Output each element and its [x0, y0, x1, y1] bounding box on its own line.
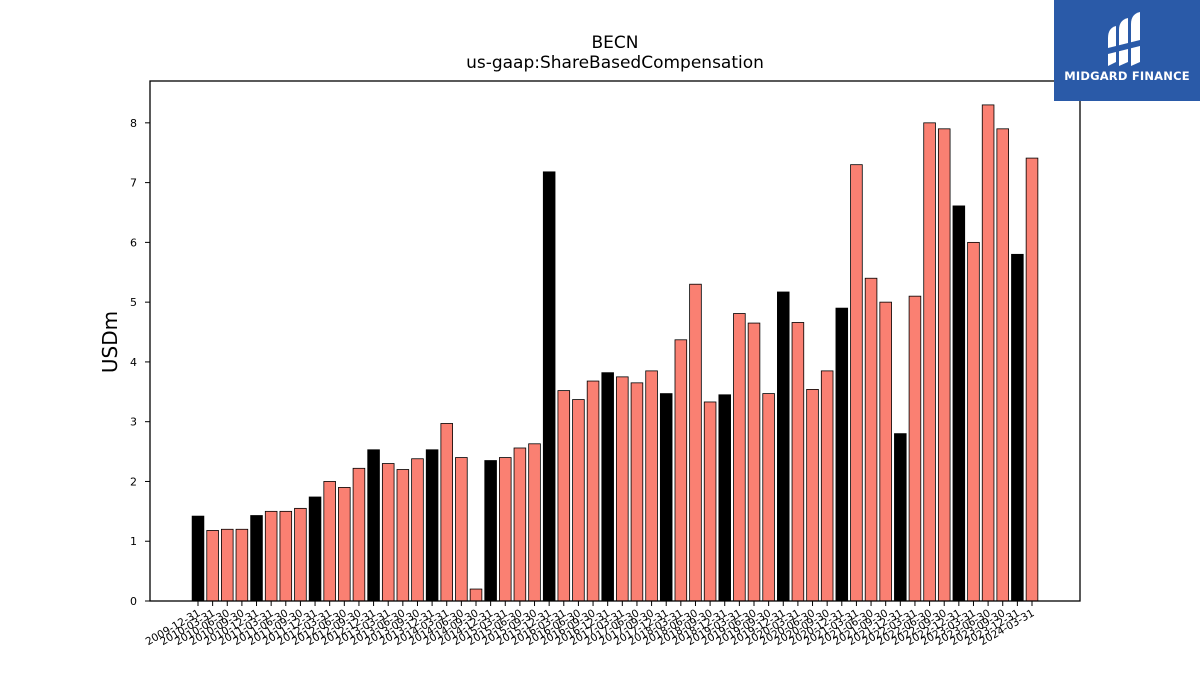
bar-2014-06-30: [455, 457, 468, 602]
bar-2020-03-31: [791, 322, 805, 602]
bar-2019-09-30: [762, 393, 775, 602]
bar-2010-09-30: [235, 528, 249, 602]
y-tick-label: 4: [130, 356, 137, 369]
bar-2022-03-31: [908, 295, 922, 602]
bar-2021-03-31: [850, 164, 863, 602]
bar-2019-12-31: [777, 291, 790, 602]
bar-2018-03-31: [674, 339, 688, 602]
chart-subtitle: us-gaap:ShareBasedCompensation: [466, 53, 764, 73]
bar-2015-03-31: [499, 457, 512, 602]
plot-frame: [149, 80, 1081, 602]
logo-text: MIDGARD FINANCE: [1064, 69, 1190, 83]
y-tick-label: 2: [130, 475, 137, 488]
bar-2021-12-31: [894, 433, 907, 602]
bar-2017-12-31: [659, 393, 673, 602]
x-axis-ticks: 2009-12-312010-03-312010-06-302010-09-30…: [144, 601, 1037, 648]
bar-2022-12-31: [952, 205, 966, 602]
bar-2014-12-31: [484, 460, 497, 602]
bar-2018-12-31: [718, 394, 731, 602]
bar-2014-03-31: [440, 423, 453, 602]
bar-2016-06-30: [572, 399, 585, 602]
bar-2009-12-31: [191, 515, 205, 602]
y-axis-ticks: 0 1 2 3 4 5 6 7 8: [130, 117, 150, 608]
bar-2012-06-30: [338, 487, 351, 602]
y-tick-label: 5: [130, 296, 137, 309]
bar-2013-09-30: [411, 458, 424, 602]
bar-2010-12-31: [250, 515, 263, 602]
bar-2019-03-31: [733, 313, 746, 602]
bar-2021-06-30: [864, 277, 878, 602]
bars-layer: [191, 104, 1039, 602]
bar-2020-09-30: [820, 370, 834, 602]
midgard-logo-icon: [1108, 12, 1140, 66]
brand-logo: MIDGARD FINANCE: [1054, 0, 1200, 101]
bar-2023-09-30: [996, 128, 1009, 602]
bar-2013-12-31: [425, 449, 439, 602]
chart-title: BECN: [592, 33, 639, 53]
y-tick-label: 0: [130, 595, 137, 608]
bar-2018-06-30: [689, 283, 702, 602]
bar-2019-06-30: [747, 322, 761, 602]
y-tick-label: 7: [130, 177, 137, 190]
bar-2013-06-30: [396, 469, 410, 602]
bar-2011-06-30: [279, 510, 293, 602]
bar-2016-03-31: [557, 390, 571, 602]
bar-2017-03-31: [616, 376, 629, 602]
bar-2023-03-31: [967, 241, 980, 602]
bar-2023-12-31: [1011, 253, 1024, 602]
bar-2013-03-31: [381, 463, 395, 602]
bar-2023-06-30: [981, 104, 995, 602]
bar-2021-09-30: [879, 301, 892, 602]
bar-2017-09-30: [645, 370, 658, 602]
y-tick-label: 3: [130, 416, 137, 429]
bar-2014-09-30: [469, 588, 483, 602]
bar-2020-12-31: [835, 307, 849, 602]
bar-2018-09-30: [703, 401, 717, 602]
bar-2020-06-30: [806, 389, 819, 602]
bar-2022-06-30: [923, 122, 936, 602]
bar-2011-12-31: [308, 496, 322, 602]
bar-2010-06-30: [221, 528, 234, 602]
bar-2015-09-30: [528, 443, 541, 602]
bar-2016-09-30: [586, 380, 600, 602]
bar-2011-09-30: [294, 507, 307, 602]
bar-2015-06-30: [513, 447, 527, 602]
bar-2012-09-30: [352, 467, 366, 602]
bar-2010-03-31: [206, 530, 219, 602]
bar-2012-03-31: [323, 481, 336, 602]
bar-2012-12-31: [367, 449, 380, 602]
y-tick-label: 6: [130, 236, 137, 249]
bar-2017-06-30: [630, 382, 644, 602]
y-axis-label: USDm: [98, 311, 122, 373]
y-tick-label: 1: [130, 535, 137, 548]
y-tick-label: 8: [130, 117, 137, 130]
bar-2022-09-30: [937, 128, 951, 602]
bar-2011-03-31: [264, 510, 278, 602]
bar-2024-03-31: [1025, 157, 1039, 602]
bar-2016-12-31: [601, 372, 614, 602]
bar-2015-12-31: [542, 171, 556, 602]
